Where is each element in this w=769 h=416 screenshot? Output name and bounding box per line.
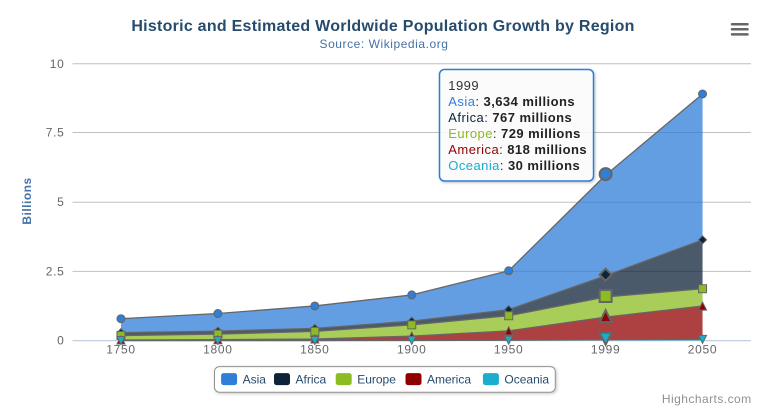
svg-text:Europe: 729 millions: Europe: 729 millions — [448, 126, 581, 141]
svg-text:America: America — [427, 372, 471, 386]
svg-text:1950: 1950 — [494, 343, 524, 357]
svg-text:10: 10 — [50, 57, 65, 71]
svg-text:7.5: 7.5 — [46, 126, 65, 140]
svg-text:1999: 1999 — [591, 343, 621, 357]
svg-text:2.5: 2.5 — [46, 264, 65, 278]
svg-text:Billions: Billions — [20, 177, 34, 224]
svg-text:Source: Wikipedia.org: Source: Wikipedia.org — [320, 37, 449, 51]
svg-text:Asia: Asia — [243, 372, 267, 386]
svg-text:Europe: Europe — [357, 372, 396, 386]
svg-text:1800: 1800 — [203, 343, 233, 357]
svg-text:0: 0 — [57, 334, 64, 348]
svg-text:Oceania: 30 millions: Oceania: 30 millions — [448, 158, 580, 173]
svg-text:1900: 1900 — [397, 343, 427, 357]
svg-text:1999: 1999 — [448, 78, 479, 93]
svg-text:5: 5 — [57, 195, 64, 209]
svg-text:America: 818 millions: America: 818 millions — [448, 142, 587, 157]
svg-text:Asia: 3,634 millions: Asia: 3,634 millions — [448, 94, 575, 109]
svg-text:Africa: Africa — [296, 372, 327, 386]
svg-text:Oceania: Oceania — [504, 372, 549, 386]
svg-text:1750: 1750 — [106, 343, 136, 357]
svg-text:2050: 2050 — [688, 343, 718, 357]
svg-text:Highcharts.com: Highcharts.com — [662, 392, 752, 406]
svg-text:1850: 1850 — [300, 343, 330, 357]
svg-text:Africa: 767 millions: Africa: 767 millions — [448, 110, 572, 125]
svg-text:Historic and Estimated Worldwi: Historic and Estimated Worldwide Populat… — [131, 18, 634, 35]
